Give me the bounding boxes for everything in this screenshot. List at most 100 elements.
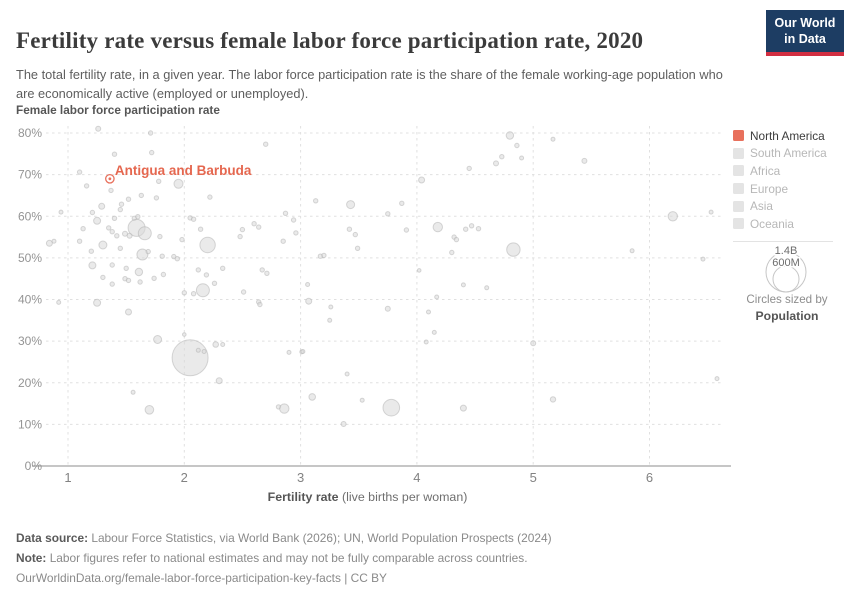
data-point[interactable] [45,239,53,247]
data-point[interactable] [700,256,706,262]
data-point[interactable] [416,268,422,273]
data-point[interactable] [157,233,163,240]
data-point[interactable] [51,238,57,244]
data-point[interactable] [147,130,154,136]
data-point[interactable] [125,196,132,202]
data-point[interactable] [197,226,204,232]
data-point[interactable] [181,290,188,296]
data-point[interactable] [549,396,557,403]
data-point[interactable] [114,233,120,239]
data-point[interactable] [83,183,90,189]
data-point[interactable] [76,238,83,244]
data-point[interactable] [56,299,62,305]
data-point[interactable] [159,253,165,259]
data-point[interactable] [384,305,391,312]
data-point[interactable] [212,341,219,348]
data-point[interactable] [459,404,467,412]
data-point[interactable] [106,225,112,231]
data-point[interactable] [327,317,333,323]
data-point[interactable] [117,206,124,213]
data-point[interactable] [514,142,520,149]
data-point[interactable] [530,340,537,347]
data-point[interactable] [220,342,226,347]
data-point[interactable] [100,274,106,281]
data-point[interactable] [550,136,556,142]
data-point[interactable] [300,349,306,354]
data-point[interactable] [215,377,223,385]
data-point[interactable] [93,298,102,307]
data-point[interactable] [207,194,213,200]
data-point[interactable] [505,131,515,140]
data-point[interactable] [145,248,151,255]
data-point[interactable] [280,238,286,244]
data-point[interactable] [282,210,289,217]
data-point[interactable] [111,215,118,222]
data-point[interactable] [89,209,96,216]
data-point[interactable] [118,201,125,207]
data-point[interactable] [460,282,466,288]
data-point[interactable] [174,256,181,262]
data-point[interactable] [195,267,202,273]
data-point[interactable] [708,209,714,215]
highlight-antigua-and-barbuda[interactable]: Antigua and Barbuda [105,163,252,184]
data-point[interactable] [203,272,210,278]
data-point[interactable] [173,178,184,189]
data-point[interactable] [239,226,246,233]
data-point[interactable] [135,214,141,220]
data-point[interactable] [308,393,317,401]
data-point[interactable] [109,229,115,235]
data-point[interactable] [257,301,263,308]
data-point[interactable] [144,405,155,415]
data-point[interactable] [76,169,83,175]
data-point[interactable] [519,155,525,161]
data-point[interactable] [499,154,505,160]
data-point[interactable] [80,226,86,232]
data-point[interactable] [153,195,160,201]
legend-item-oceania[interactable]: Oceania [733,215,849,233]
data-point[interactable] [286,349,292,355]
data-point[interactable] [475,226,482,232]
data-point[interactable] [484,285,490,291]
data-point[interactable] [190,291,197,297]
data-point[interactable] [137,279,143,285]
data-point[interactable] [125,277,132,284]
data-point[interactable] [220,265,226,272]
data-point[interactable] [98,240,108,250]
data-point[interactable] [95,125,102,132]
legend-item-north-america[interactable]: North America [733,127,849,145]
data-point[interactable] [251,221,257,227]
data-point[interactable] [123,265,129,272]
data-point[interactable] [431,329,437,335]
data-point[interactable] [201,349,207,354]
data-point[interactable] [463,226,469,232]
data-point[interactable] [58,209,64,215]
data-point[interactable] [130,389,136,395]
data-point[interactable] [344,371,350,377]
data-point[interactable] [182,332,187,337]
data-point[interactable] [117,245,124,252]
legend-item-asia[interactable]: Asia [733,197,849,215]
data-point[interactable] [434,294,440,300]
data-point[interactable] [151,275,157,282]
data-point[interactable] [98,202,106,210]
data-point[interactable] [305,282,311,287]
data-point[interactable] [354,245,361,252]
data-point[interactable] [506,242,521,257]
data-point[interactable] [418,176,426,184]
data-point[interactable] [195,347,201,353]
data-point[interactable] [108,187,114,194]
data-point[interactable] [149,149,155,156]
data-point[interactable] [313,198,319,204]
data-point[interactable] [279,403,290,414]
data-point[interactable] [399,200,405,207]
data-point[interactable] [88,248,95,254]
data-point[interactable] [321,252,327,259]
data-point[interactable] [423,339,429,345]
data-point[interactable] [340,421,347,427]
data-point[interactable] [179,236,185,243]
data-point[interactable] [493,160,499,167]
data-point[interactable] [328,304,334,310]
data-point[interactable] [426,309,431,315]
data-point[interactable] [468,223,475,229]
legend-item-south-america[interactable]: South America [733,145,849,163]
